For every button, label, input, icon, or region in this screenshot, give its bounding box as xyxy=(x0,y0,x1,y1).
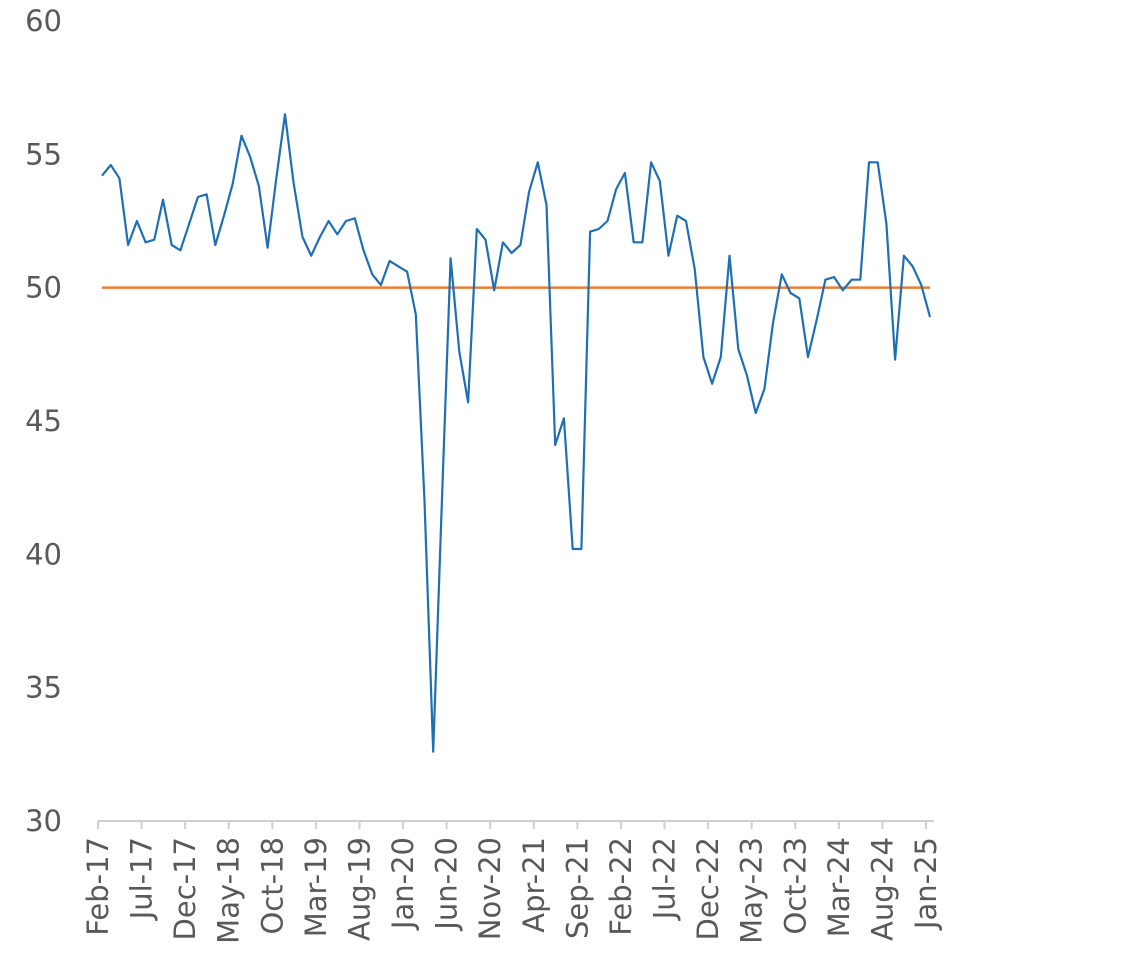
x-tick-label: Oct-23 xyxy=(778,837,812,935)
y-tick-label: 60 xyxy=(25,4,62,38)
x-tick-label: Nov-20 xyxy=(473,837,507,940)
x-tick-label: Oct-18 xyxy=(255,837,289,935)
x-tick-label: Aug-19 xyxy=(342,837,376,941)
x-tick-label: Sep-21 xyxy=(560,837,594,939)
page: {"chart_data": {"type": "line", "categor… xyxy=(0,0,1129,964)
y-tick-label: 50 xyxy=(25,271,62,305)
y-tick-label: 35 xyxy=(25,671,62,705)
y-tick-label: 40 xyxy=(25,537,62,571)
x-tick-label: May-23 xyxy=(735,837,769,944)
chart: 30 35 40 45 50 55 60 Feb-17 Jul-17 Dec-17 May-18 Oc… xyxy=(0,0,1129,964)
x-tick-label: Mar-24 xyxy=(822,837,856,937)
x-tick-label: Jul-22 xyxy=(648,837,682,921)
x-tick-label: Feb-22 xyxy=(604,837,638,936)
x-tick-label: Apr-21 xyxy=(517,837,551,933)
y-tick-label: 45 xyxy=(25,404,62,438)
x-tick-label: Jul-17 xyxy=(125,837,159,921)
data-line xyxy=(102,114,930,751)
x-tick-label: Mar-19 xyxy=(299,837,333,937)
x-tick-label: Jun-20 xyxy=(430,837,464,932)
x-tick-label: Jan-25 xyxy=(909,837,943,931)
x-tick-label: Jan-20 xyxy=(386,837,420,931)
y-tick-label: 30 xyxy=(25,804,62,838)
x-tick-label: Feb-17 xyxy=(81,837,115,936)
y-tick-label: 55 xyxy=(25,137,62,171)
x-tick-label: Dec-17 xyxy=(168,837,202,940)
x-tick-label: Aug-24 xyxy=(865,837,899,941)
x-tick-label: Dec-22 xyxy=(691,837,725,940)
x-tick-label: May-18 xyxy=(212,837,246,944)
